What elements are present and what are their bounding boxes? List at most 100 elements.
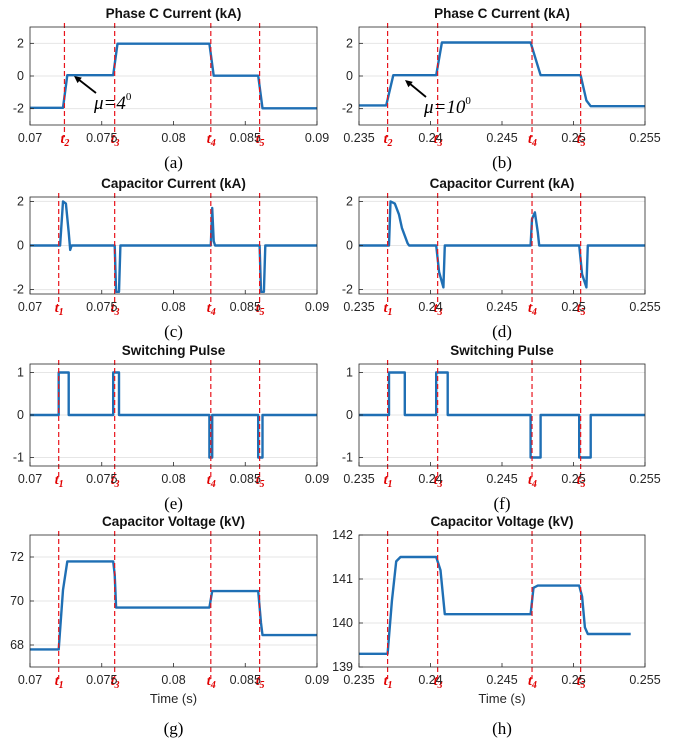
event-marker-label: t5 <box>256 301 265 318</box>
series-line-0 <box>30 560 317 651</box>
event-marker-label: t4 <box>207 132 216 149</box>
chart-title: Switching Pulse <box>122 343 226 358</box>
event-marker-label: t4 <box>207 301 216 318</box>
x-tick-label: 0.075 <box>86 472 117 486</box>
y-tick-label: -2 <box>342 102 353 116</box>
x-tick-label: 0.245 <box>486 472 517 486</box>
x-tick-label: 0.245 <box>486 300 517 314</box>
chart-title: Capacitor Current (kA) <box>101 176 246 191</box>
x-tick-label: 0.24 <box>418 673 442 687</box>
x-tick-label: 0.08 <box>161 131 185 145</box>
series-line-0 <box>30 371 317 459</box>
y-tick-label: 0 <box>17 69 24 83</box>
y-tick-label: 1 <box>346 366 353 380</box>
y-tick-label: 2 <box>346 194 353 208</box>
panel-label: (g) <box>164 719 184 738</box>
x-tick-label: 0.235 <box>343 472 374 486</box>
y-tick-label: 2 <box>17 36 24 50</box>
x-tick-label: 0.25 <box>561 673 585 687</box>
x-tick-label: 0.085 <box>230 673 261 687</box>
y-tick-label: 70 <box>10 594 24 608</box>
series-line-0 <box>359 41 645 108</box>
chart-panel-e: t1 t3 t4 t5 1 0 -1 0.07 0.075 0.08 0.085 0.09 Switch… <box>13 343 329 513</box>
event-marker-label: t4 <box>528 132 537 149</box>
x-tick-label: 0.245 <box>486 131 517 145</box>
y-tick-label: 0 <box>17 239 24 253</box>
series-line-0 <box>359 555 631 655</box>
x-tick-label: 0.075 <box>86 673 117 687</box>
y-tick-label: 139 <box>332 660 353 674</box>
arrow-head-icon <box>405 80 413 88</box>
annotation-b: μ=100 <box>405 80 471 118</box>
panel-label: (e) <box>164 494 183 513</box>
event-marker-label: t5 <box>256 132 265 149</box>
y-tick-label: 68 <box>10 638 24 652</box>
plot-area <box>359 535 645 667</box>
x-tick-label: 0.25 <box>561 131 585 145</box>
chart-panel-f: t1 t3 t4 t5 1 0 -1 0.235 0.24 0.245 0.25 0.255 Switc… <box>342 343 661 513</box>
event-marker-label: t4 <box>528 674 537 691</box>
x-tick-label: 0.09 <box>305 673 329 687</box>
event-marker-label: t3 <box>111 301 120 318</box>
annotation-label: μ=40 <box>93 91 132 114</box>
chart-title: Phase C Current (kA) <box>106 6 242 21</box>
x-tick-label: 0.255 <box>629 472 660 486</box>
x-tick-label: 0.07 <box>18 472 42 486</box>
y-tick-label: -2 <box>13 283 24 297</box>
x-tick-label: 0.075 <box>86 131 117 145</box>
y-tick-label: 2 <box>17 194 24 208</box>
x-tick-label: 0.235 <box>343 300 374 314</box>
chart-title: Phase C Current (kA) <box>434 6 570 21</box>
event-marker-label: t3 <box>434 301 443 318</box>
x-tick-label: 0.25 <box>561 300 585 314</box>
y-tick-label: -2 <box>13 102 24 116</box>
panel-label: (d) <box>492 322 512 341</box>
x-tick-label: 0.24 <box>418 300 442 314</box>
event-marker-label: t1 <box>55 301 64 318</box>
x-tick-label: 0.255 <box>629 300 660 314</box>
y-tick-label: 140 <box>332 616 353 630</box>
x-tick-label: 0.09 <box>305 300 329 314</box>
annotation-label: μ=100 <box>423 95 471 118</box>
event-marker-label: t1 <box>55 674 64 691</box>
event-marker-label: t1 <box>384 473 393 490</box>
event-marker-label: t3 <box>434 674 443 691</box>
arrow-head-icon <box>74 76 82 84</box>
event-marker-label: t1 <box>55 473 64 490</box>
y-tick-label: 142 <box>332 528 353 542</box>
x-tick-label: 0.08 <box>161 472 185 486</box>
x-tick-label: 0.085 <box>230 131 261 145</box>
panel-label: (f) <box>494 494 511 513</box>
y-tick-label: 0 <box>346 408 353 422</box>
panel-label: (a) <box>164 153 183 172</box>
event-marker-label: t2 <box>60 132 69 149</box>
x-tick-label: 0.235 <box>343 673 374 687</box>
x-tick-label: 0.24 <box>418 472 442 486</box>
x-tick-label: 0.075 <box>86 300 117 314</box>
x-tick-label: 0.235 <box>343 131 374 145</box>
y-tick-label: 0 <box>346 69 353 83</box>
y-tick-label: -2 <box>342 283 353 297</box>
x-tick-label: 0.24 <box>418 131 442 145</box>
x-tick-label: 0.25 <box>561 472 585 486</box>
event-marker-label: t3 <box>111 674 120 691</box>
event-marker-label: t1 <box>384 301 393 318</box>
y-tick-label: 0 <box>346 239 353 253</box>
event-marker-label: t1 <box>384 674 393 691</box>
series-line-0 <box>30 42 317 110</box>
event-marker-label: t5 <box>577 301 586 318</box>
y-tick-label: 141 <box>332 572 353 586</box>
y-tick-label: 72 <box>10 550 24 564</box>
chart-panel-g: t1 t3 t4 t5 72 70 68 0.07 0.075 0.08 0.085 0.09 Capa… <box>10 514 329 738</box>
event-marker-label: t3 <box>111 132 120 149</box>
x-axis-label: Time (s) <box>478 691 525 706</box>
x-tick-label: 0.085 <box>230 300 261 314</box>
x-tick-label: 0.08 <box>161 300 185 314</box>
event-marker-label: t3 <box>434 132 443 149</box>
x-tick-label: 0.255 <box>629 673 660 687</box>
x-tick-label: 0.245 <box>486 673 517 687</box>
x-tick-label: 0.08 <box>161 673 185 687</box>
event-marker-label: t3 <box>111 473 120 490</box>
event-marker-label: t4 <box>207 473 216 490</box>
